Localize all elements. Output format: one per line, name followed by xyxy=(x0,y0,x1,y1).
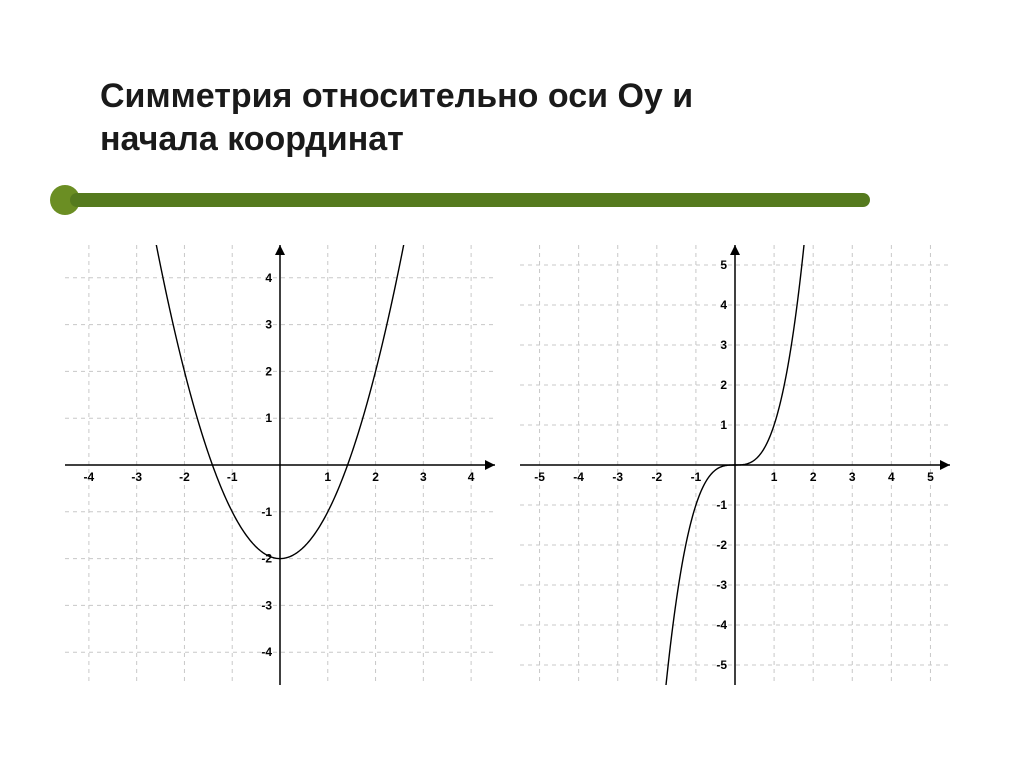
svg-text:4: 4 xyxy=(265,271,272,285)
svg-text:2: 2 xyxy=(720,378,727,392)
svg-text:1: 1 xyxy=(265,411,272,425)
svg-text:-1: -1 xyxy=(716,498,727,512)
svg-text:2: 2 xyxy=(372,470,379,484)
charts-row: -4 -3 -2 -1 1 2 3 4 -4 -3 -2 -1 1 2 3 4 -5 -4 -3 -2 -1 1 2 3 4 5… xyxy=(65,245,950,685)
svg-text:-4: -4 xyxy=(573,470,584,484)
svg-text:-1: -1 xyxy=(227,470,238,484)
svg-text:-1: -1 xyxy=(261,505,272,519)
title-line-1: Симметрия относительно оси Оу и xyxy=(100,77,693,115)
svg-text:-3: -3 xyxy=(612,470,623,484)
svg-text:2: 2 xyxy=(810,470,817,484)
chart-parabola: -4 -3 -2 -1 1 2 3 4 -4 -3 -2 -1 1 2 3 4 xyxy=(65,245,495,685)
slide-title: Симметрия относительно оси Оу и начала к… xyxy=(100,75,930,160)
svg-text:3: 3 xyxy=(265,318,272,332)
svg-text:-2: -2 xyxy=(716,538,727,552)
svg-text:3: 3 xyxy=(720,338,727,352)
svg-text:-1: -1 xyxy=(691,470,702,484)
svg-text:-3: -3 xyxy=(131,470,142,484)
svg-text:4: 4 xyxy=(468,470,475,484)
svg-text:-4: -4 xyxy=(84,470,95,484)
svg-text:1: 1 xyxy=(771,470,778,484)
svg-text:-2: -2 xyxy=(261,552,272,566)
svg-text:-2: -2 xyxy=(651,470,662,484)
svg-text:1: 1 xyxy=(324,470,331,484)
svg-text:-5: -5 xyxy=(716,658,727,672)
svg-text:2: 2 xyxy=(265,364,272,378)
svg-text:5: 5 xyxy=(720,258,727,272)
chart-cubic: -5 -4 -3 -2 -1 1 2 3 4 5 -5 -4 -3 -2 -1 1 2 3 4 5 xyxy=(520,245,950,685)
svg-text:4: 4 xyxy=(888,470,895,484)
svg-text:-4: -4 xyxy=(716,618,727,632)
svg-text:-5: -5 xyxy=(534,470,545,484)
svg-text:5: 5 xyxy=(927,470,934,484)
svg-text:3: 3 xyxy=(849,470,856,484)
accent-line xyxy=(70,193,870,207)
accent-bar xyxy=(50,185,870,215)
svg-text:-2: -2 xyxy=(179,470,190,484)
svg-text:3: 3 xyxy=(420,470,427,484)
svg-text:-3: -3 xyxy=(716,578,727,592)
svg-text:-3: -3 xyxy=(261,598,272,612)
svg-text:-4: -4 xyxy=(261,645,272,659)
svg-text:4: 4 xyxy=(720,298,727,312)
svg-text:1: 1 xyxy=(720,418,727,432)
title-line-2: начала координат xyxy=(100,120,404,158)
